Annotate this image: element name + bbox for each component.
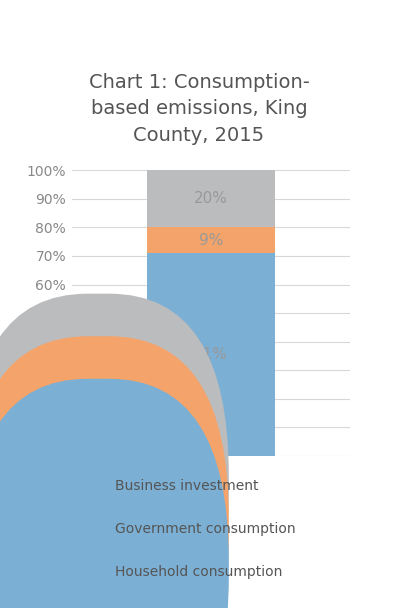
Text: 20%: 20% — [194, 192, 228, 206]
Text: Household consumption: Household consumption — [115, 564, 283, 579]
Bar — [147, 227, 275, 253]
Text: Business investment: Business investment — [115, 479, 259, 494]
Text: 71%: 71% — [194, 347, 228, 362]
Text: 9%: 9% — [199, 233, 223, 247]
Text: Government consumption: Government consumption — [115, 522, 296, 536]
Bar — [147, 170, 275, 227]
Bar — [147, 253, 275, 456]
Text: Chart 1: Consumption-
based emissions, King
County, 2015: Chart 1: Consumption- based emissions, K… — [89, 73, 309, 145]
